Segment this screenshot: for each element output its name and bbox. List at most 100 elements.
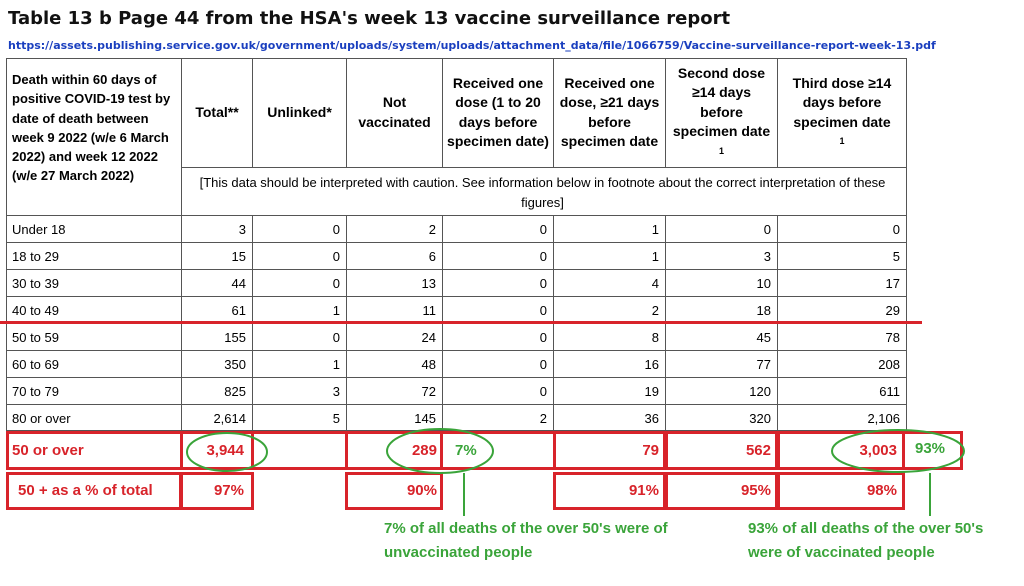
col-header-third-dose: Third dose ≥14 days before specimen date…: [778, 58, 906, 167]
table-cell: 17: [885, 276, 900, 291]
over50-not-vaccinated: 289: [411, 442, 437, 459]
not-vaccinated-box: [345, 431, 443, 470]
table-cell: 13: [421, 276, 436, 291]
pct-total-box: [180, 472, 254, 510]
over50-third-dose: 3,003: [859, 442, 897, 459]
table-cell: 77: [756, 357, 771, 372]
table-rule: [6, 269, 906, 270]
table-cell: 3: [763, 249, 771, 264]
pct-second-dose: 95%: [740, 482, 771, 499]
table-rule: [6, 296, 906, 297]
table-cell: 3: [238, 222, 246, 237]
unvax-highlight-ellipse: [386, 428, 494, 474]
row-label: 40 to 49: [12, 303, 59, 318]
table-rule: [6, 404, 906, 405]
table-cell: 0: [332, 330, 340, 345]
footnote-mark: 1: [718, 145, 724, 156]
table-cell: 350: [224, 357, 246, 372]
table-vline: [346, 58, 347, 167]
table-cell: 6: [428, 249, 436, 264]
table-rule: [181, 167, 906, 168]
over50-total: 3,944: [206, 442, 244, 459]
table-cell: 208: [878, 357, 900, 372]
table-vline: [777, 58, 778, 167]
pct-second-dose-box: [665, 472, 778, 510]
table-cell: 0: [539, 384, 547, 399]
pct-one-dose: 91%: [628, 482, 659, 499]
table-cell: 0: [763, 222, 771, 237]
pct-one-dose-box: [553, 472, 666, 510]
table-cell: 1: [651, 222, 659, 237]
vax-highlight-ellipse: [831, 429, 965, 473]
pct-total: 97%: [213, 482, 244, 499]
table-cell: 4: [651, 276, 659, 291]
table-cell: 0: [332, 222, 340, 237]
table-cell: 36: [644, 411, 659, 426]
col-header-third-dose-text: Third dose ≥14 days before specimen date: [792, 74, 892, 130]
vax-percent: 93%: [915, 440, 946, 457]
unvax-annotation: 7% of all deaths of the over 50's were o…: [384, 520, 668, 561]
table-cell: 72: [421, 384, 436, 399]
table-vline: [553, 58, 554, 167]
col-header-not-vaccinated: Not vaccinated: [358, 94, 431, 130]
col-header-second-dose: Second dose ≥14 days before specimen dat…: [666, 58, 777, 167]
table-cell: 120: [749, 384, 771, 399]
total-box: [180, 431, 254, 470]
table-rule: [6, 350, 906, 351]
row-label: 80 or over: [12, 411, 71, 426]
one-dose-box: [553, 431, 666, 470]
table-vline: [906, 58, 907, 431]
table-cell: 155: [224, 330, 246, 345]
row-label: 60 to 69: [12, 357, 59, 372]
table-cell: 2: [428, 222, 436, 237]
table-cell: 2,106: [867, 411, 900, 426]
vax-annotation: 93% of all deaths of the over 50's were …: [748, 520, 984, 561]
table-cell: 145: [414, 411, 436, 426]
row-label: 18 to 29: [12, 249, 59, 264]
row-label: 70 to 79: [12, 384, 59, 399]
caution-note: [This data should be interpreted with ca…: [199, 175, 886, 210]
table-cell: 0: [539, 357, 547, 372]
table-cell: 0: [892, 222, 900, 237]
table-cell: 48: [421, 357, 436, 372]
table-cell: 29: [885, 303, 900, 318]
table-cell: 825: [224, 384, 246, 399]
row-label: 50 to 59: [12, 330, 59, 345]
table-cell: 18: [756, 303, 771, 318]
over50-one-dose: 79: [642, 442, 659, 459]
table-cell: 19: [644, 384, 659, 399]
table-cell: 24: [421, 330, 436, 345]
table-cell: 15: [231, 249, 246, 264]
second-dose-box: [665, 431, 778, 470]
table-rule: [6, 215, 906, 216]
page-title: Table 13 b Page 44 from the HSA's week 1…: [8, 8, 731, 29]
table-cell: 0: [332, 249, 340, 264]
over50-second-dose: 562: [745, 442, 771, 459]
table-cell: 320: [749, 411, 771, 426]
table-cell: 44: [231, 276, 246, 291]
third-dose-box: [777, 431, 905, 470]
report-link[interactable]: https://assets.publishing.service.gov.uk…: [8, 39, 936, 52]
table-rule: [6, 242, 906, 243]
col-header-unlinked: Unlinked*: [267, 103, 332, 120]
table-cell: 16: [644, 357, 659, 372]
unvax-percent: 7%: [455, 442, 477, 459]
pct-label: 50 + as a % of total: [18, 482, 153, 499]
table-vline: [6, 58, 7, 430]
table-cell: 78: [885, 330, 900, 345]
pct-third-dose: 98%: [866, 482, 897, 499]
over50-label: 50 or over: [12, 442, 84, 459]
over50-row-box: [6, 431, 963, 470]
col-header-one-dose-21: Received one dose, ≥21 days before speci…: [559, 74, 660, 150]
pct-not-vaccinated: 90%: [406, 482, 437, 499]
table-cell: 611: [879, 384, 900, 399]
table-border-top: [6, 58, 906, 59]
col-header-second-dose-text: Second dose ≥14 days before specimen dat…: [672, 64, 771, 140]
table-cell: 1: [651, 249, 659, 264]
table-vline: [665, 58, 666, 167]
table-vline: [442, 58, 443, 167]
table-vline: [181, 58, 182, 430]
table-rule: [6, 377, 906, 378]
table-cell: 11: [422, 303, 437, 318]
table-cell: 45: [756, 330, 771, 345]
